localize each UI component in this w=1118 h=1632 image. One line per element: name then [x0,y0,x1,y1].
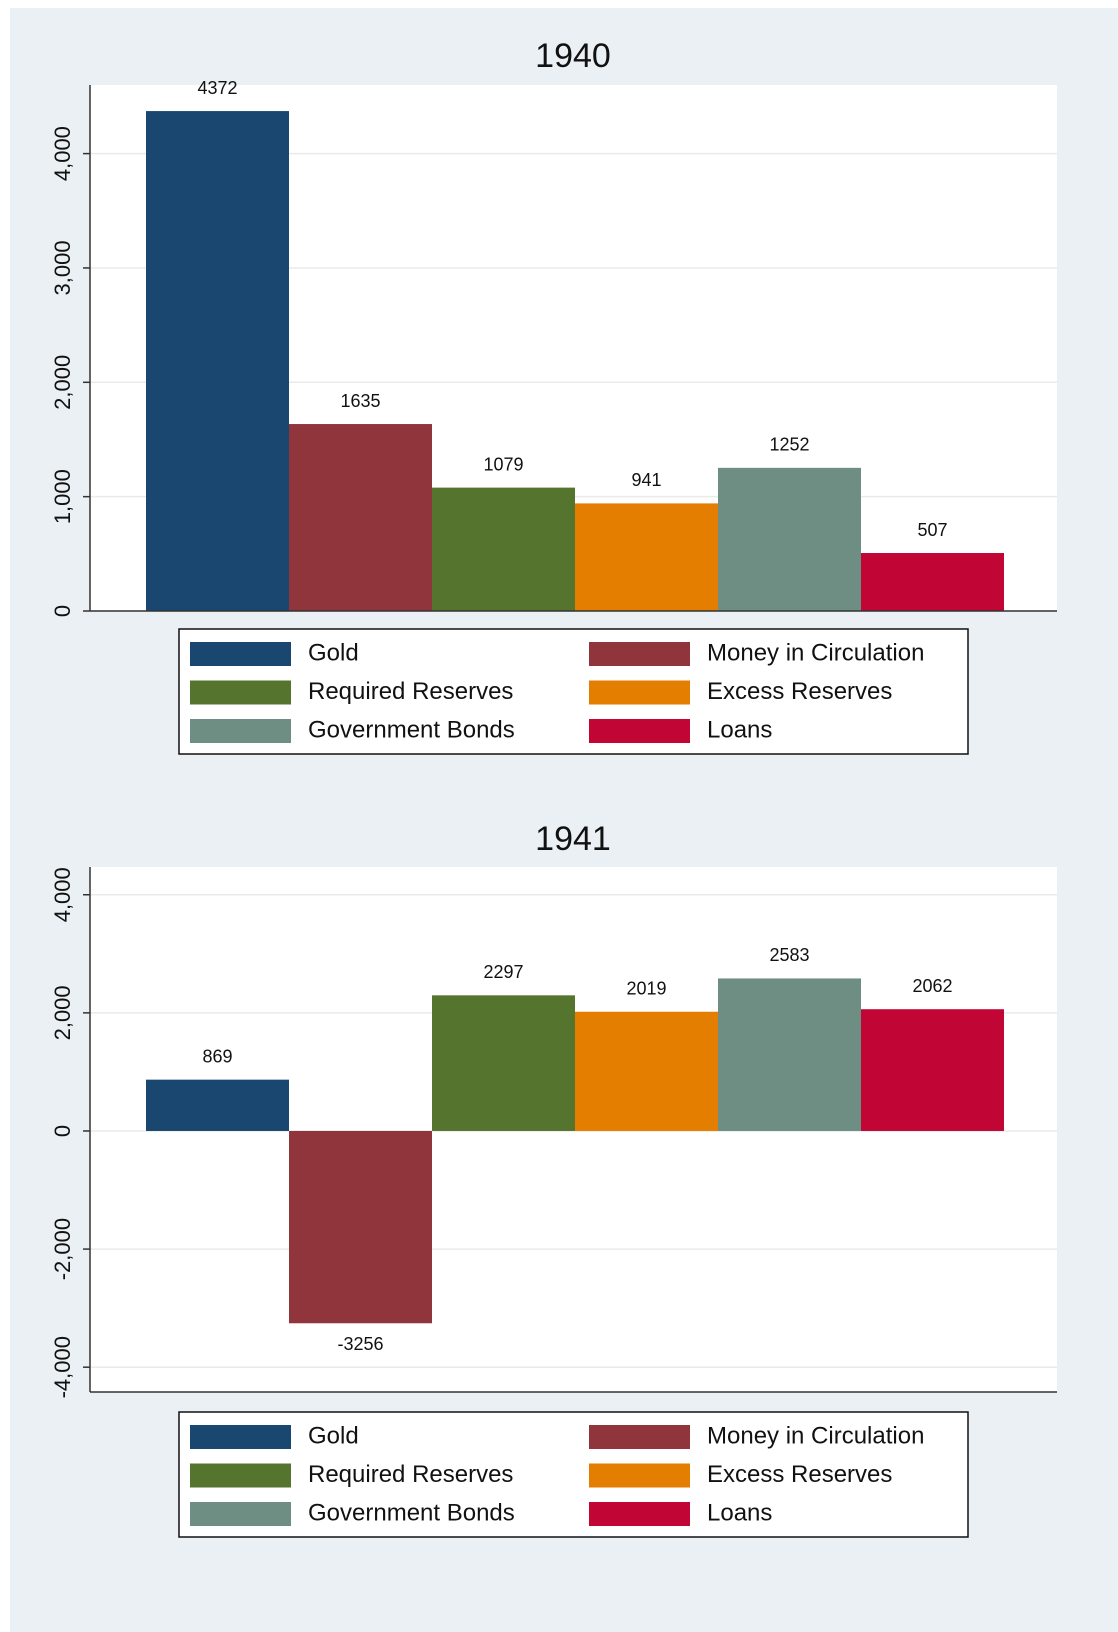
legend-label: Loans [707,716,772,743]
data-label: 2583 [769,945,809,965]
legend-label: Required Reserves [308,1461,513,1488]
y-tick-label: 0 [50,1125,75,1137]
legend-label: Government Bonds [308,1499,515,1526]
data-label: 1252 [769,435,809,455]
legend-swatch [589,1463,690,1488]
legend-label: Excess Reserves [707,678,892,705]
legend-swatch [190,680,291,705]
chart-title: 1940 [535,37,611,75]
legend-swatch [190,642,291,666]
legend-swatch [589,642,690,666]
legend-swatch [589,1502,690,1526]
legend-swatch [589,719,690,743]
legend-label: Required Reserves [308,678,513,705]
y-tick-label: 1,000 [50,469,75,524]
legend-label: Gold [308,1422,359,1449]
data-label: 941 [631,470,661,490]
data-label: 2062 [912,976,952,996]
data-label: -3256 [337,1334,383,1354]
bar [861,1009,1004,1131]
data-label: 1635 [340,391,380,411]
data-label: 2019 [626,978,666,998]
bar [432,487,575,611]
data-label: 507 [917,520,947,540]
y-tick-label: -2,000 [50,1218,75,1280]
legend-swatch [190,1502,291,1526]
bar [146,1079,289,1131]
legend-label: Money in Circulation [707,639,924,666]
y-tick-label: 3,000 [50,240,75,295]
data-label: 1079 [483,454,523,474]
data-label: 4372 [197,78,237,98]
y-tick-label: -4,000 [50,1336,75,1398]
legend-swatch [190,1463,291,1488]
legend [178,628,969,755]
chart-title: 1941 [535,820,611,858]
bar [718,467,861,611]
legend-swatch [190,1425,291,1449]
legend-swatch [589,1425,690,1449]
bar [861,553,1004,611]
data-label: 2297 [483,962,523,982]
legend-label: Government Bonds [308,716,515,743]
legend [178,1411,969,1538]
bar [289,1130,432,1324]
bar [575,1011,718,1131]
legend-label: Gold [308,639,359,666]
bar [718,978,861,1131]
y-tick-label: 4,000 [50,867,75,922]
legend-label: Loans [707,1499,772,1526]
legend-label: Excess Reserves [707,1461,892,1488]
legend-swatch [190,719,291,743]
data-label: 869 [202,1046,232,1066]
y-tick-label: 0 [50,605,75,617]
y-tick-label: 4,000 [50,126,75,181]
bar [432,995,575,1131]
bar [575,503,718,611]
legend-label: Money in Circulation [707,1422,924,1449]
y-tick-label: 2,000 [50,355,75,410]
legend-swatch [589,680,690,705]
bar [146,111,289,612]
y-tick-label: 2,000 [50,985,75,1040]
bar [289,424,432,611]
